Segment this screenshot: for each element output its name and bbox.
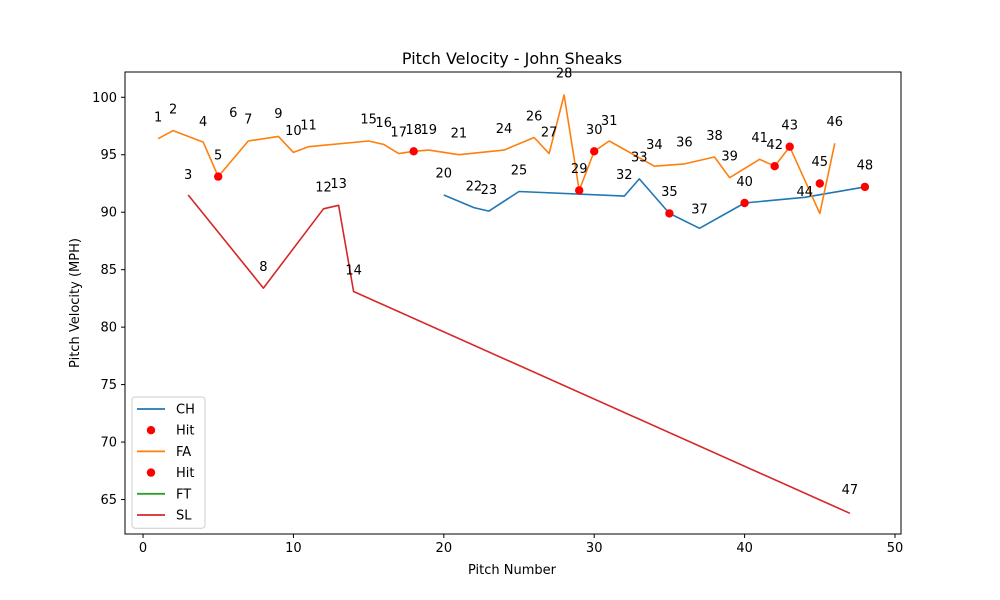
pitch-number-label: 41 [751,131,768,146]
y-tick-label: 75 [100,378,117,393]
y-tick-label: 85 [100,263,117,278]
pitch-number-label: 23 [481,183,498,198]
pitch-number-label: 12 [315,181,332,196]
x-axis-ticks: 0 10 20 30 40 50 [139,534,903,556]
pitch-number-label: 46 [827,115,844,130]
hit-marker [815,179,824,188]
pitch-number-label: 8 [259,260,267,275]
x-axis-label: Pitch Number [468,563,557,578]
pitch-number-label: 47 [842,483,859,498]
pitch-number-label: 5 [214,148,222,163]
hit-marker [860,182,870,192]
legend-label: FA [176,445,191,460]
pitch-number-label: 20 [436,167,453,182]
pitch-number-label: 15 [360,113,377,128]
pitch-number-label: 4 [199,115,207,130]
legend-label: FT [176,487,191,502]
hit-marker [590,147,599,156]
pitch-number-label: 16 [375,116,392,131]
legend-marker-swatch [146,468,156,477]
y-tick-label: 70 [100,436,117,451]
pitch-number-label: 30 [586,123,603,138]
pitch-number-label: 36 [676,136,693,151]
pitch-number-label: 32 [616,168,633,183]
y-tick-label: 65 [100,493,117,508]
pitch-number-label: 39 [721,150,738,165]
pitch-number-label: 14 [345,263,362,278]
hit-marker [785,142,794,151]
pitch-number-label: 38 [706,129,723,144]
series-line-sl [187,194,851,515]
y-tick-label: 100 [92,91,117,106]
pitch-number-label: 17 [390,125,407,140]
hit-marker [214,172,223,181]
pitch-number-label: 6 [229,106,237,121]
pitch-number-label: 44 [797,185,814,200]
pitch-number-label: 3 [184,168,192,183]
pitch-number-label: 22 [466,179,483,194]
hit-marker-layer [214,142,870,218]
hit-marker [770,162,779,171]
pitch-number-label: 2 [169,102,177,117]
legend-label: CH [176,403,195,418]
pitch-number-label: 48 [857,159,874,174]
pitch-number-label: 25 [511,163,528,178]
series-line-ch [443,178,866,230]
x-tick-label: 20 [436,541,453,556]
pitch-number-label: 31 [601,114,618,129]
pitch-number-label: 34 [646,138,663,153]
pitch-number-label: 19 [421,123,438,138]
pitch-number-label: 21 [451,127,468,142]
pitch-number-label: 42 [766,138,783,153]
pitch-number-label: 37 [691,202,708,217]
hit-marker [665,209,674,218]
series-line-fa [157,94,836,215]
y-axis-ticks: 65 70 75 80 85 90 95 100 [92,91,125,508]
pitch-number-label: 43 [781,119,798,134]
chart-title: Pitch Velocity - John Sheaks [402,49,622,68]
x-tick-label: 10 [285,541,302,556]
y-tick-label: 90 [100,206,117,221]
hit-marker [409,147,418,156]
pitch-number-label: 13 [330,177,347,192]
pitch-number-label: 11 [300,119,317,134]
legend-label: Hit [176,466,194,481]
pitch-number-label: 28 [556,67,573,82]
pitch-number-label: 45 [812,155,829,170]
pitch-number-label: 7 [244,113,252,128]
x-tick-label: 40 [736,541,753,556]
series-layer [157,94,866,515]
hit-marker [575,186,584,195]
y-tick-label: 95 [100,148,117,163]
pitch-number-label: 10 [285,124,302,139]
pitch-number-label: 29 [571,162,588,177]
legend: CH Hit FA Hit FT SL [131,396,206,529]
legend-marker-swatch [146,426,156,435]
pitch-number-label: 1 [154,110,162,125]
pitch-number-label: 26 [526,109,543,124]
pitch-number-label: 18 [405,123,422,138]
pitch-number-label: 24 [496,122,513,137]
hit-marker [740,198,749,208]
plot-frame [124,71,902,535]
y-tick-label: 80 [100,321,117,336]
pitch-number-label: 35 [661,185,678,200]
pitch-number-label: 9 [274,107,282,122]
y-axis-label: Pitch Velocity (MPH) [68,238,83,368]
x-tick-label: 0 [139,541,147,556]
legend-label: SL [176,509,192,524]
legend-label: Hit [176,424,194,439]
pitch-number-label: 40 [736,175,753,190]
pitch-number-label: 33 [631,151,648,166]
pitch-number-label: 27 [541,125,558,140]
x-tick-label: 30 [586,541,603,556]
x-tick-label: 50 [887,541,904,556]
